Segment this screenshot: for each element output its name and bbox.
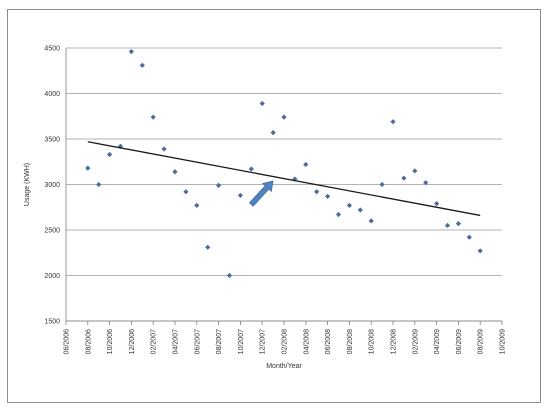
trendline — [87, 141, 481, 217]
y-tick-label: 3500 — [44, 137, 60, 144]
y-tick-labels: 1500 2000 2500 3000 3500 4000 4500 — [44, 46, 60, 326]
data-point — [139, 62, 145, 68]
data-point — [455, 221, 461, 227]
x-tick-label: 06/2006 — [64, 329, 71, 354]
data-point — [412, 168, 418, 174]
data-point — [357, 207, 363, 213]
data-point — [466, 234, 472, 240]
data-point — [292, 176, 298, 182]
x-tick-label: 06/2007 — [194, 329, 201, 354]
y-tick-label: 4000 — [44, 91, 60, 98]
data-points — [85, 49, 483, 279]
trendline-group — [87, 141, 481, 217]
data-point — [314, 189, 320, 195]
x-tick-label: 08/2007 — [216, 329, 223, 354]
data-point — [150, 114, 156, 120]
x-tick-label: 10/2006 — [107, 329, 114, 354]
data-point — [194, 202, 200, 209]
y-tick-label: 1500 — [44, 319, 60, 326]
annotation-arrow-group — [248, 180, 274, 207]
data-point — [423, 180, 429, 186]
x-tick-label: 02/2007 — [151, 329, 158, 354]
gridlines — [66, 47, 502, 322]
data-point — [401, 175, 407, 181]
y-tick-label: 3000 — [44, 182, 60, 189]
y-axis-label: Usage (KWH) — [24, 163, 31, 206]
data-point — [128, 49, 134, 55]
data-point — [346, 202, 352, 209]
data-point — [270, 130, 276, 136]
y-tick-label: 2000 — [44, 273, 60, 280]
data-point — [303, 161, 309, 168]
annotation-arrow — [248, 180, 274, 207]
x-tick-label: 04/2009 — [434, 329, 441, 354]
axes — [65, 48, 503, 325]
x-tick-label: 04/2008 — [303, 329, 310, 354]
data-point — [216, 182, 222, 189]
data-point — [161, 146, 167, 152]
data-point — [434, 201, 440, 207]
data-point — [379, 181, 385, 188]
chart-frame: 1500 2000 2500 3000 3500 4000 4500 06/2006 08/2… — [7, 9, 541, 403]
data-point — [444, 222, 451, 229]
x-tick-labels: 06/2006 08/2006 10/2006 12/2006 02/2007 04/20… — [64, 329, 507, 354]
y-tick-label: 2500 — [44, 228, 60, 235]
x-tick-label: 02/2008 — [282, 329, 289, 354]
data-point — [390, 119, 396, 125]
data-point — [259, 100, 265, 107]
data-point — [183, 189, 189, 195]
x-tick-label: 10/2008 — [369, 329, 376, 354]
x-tick-label: 08/2006 — [85, 329, 92, 354]
x-tick-label: 12/2006 — [129, 329, 136, 354]
x-tick-label: 08/2008 — [347, 329, 354, 354]
data-point — [368, 218, 374, 224]
x-tick-label: 08/2009 — [478, 329, 485, 354]
data-point — [85, 165, 91, 171]
x-tick-label: 12/2008 — [391, 329, 398, 354]
x-tick-label: 06/2008 — [325, 329, 332, 354]
data-point — [477, 248, 483, 254]
x-tick-label: 12/2007 — [260, 329, 267, 354]
data-point — [205, 244, 211, 250]
x-axis-label: Month/Year — [266, 363, 302, 370]
data-point — [96, 181, 102, 188]
data-point — [172, 169, 178, 175]
data-point — [248, 166, 254, 172]
usage-scatter-chart: 1500 2000 2500 3000 3500 4000 4500 06/2006 08/2… — [24, 46, 507, 371]
data-point — [281, 114, 287, 120]
data-point — [107, 151, 113, 158]
data-point — [117, 143, 124, 149]
data-point — [226, 272, 233, 279]
x-tick-label: 04/2007 — [173, 329, 180, 354]
x-tick-label: 10/2009 — [500, 329, 507, 354]
x-tick-label: 06/2009 — [456, 329, 463, 354]
x-tick-label: 02/2009 — [412, 329, 419, 354]
data-point — [325, 193, 331, 199]
y-tick-label: 4500 — [44, 46, 60, 53]
data-point — [237, 192, 243, 199]
x-tick-label: 10/2007 — [238, 329, 245, 354]
data-point — [335, 211, 342, 218]
